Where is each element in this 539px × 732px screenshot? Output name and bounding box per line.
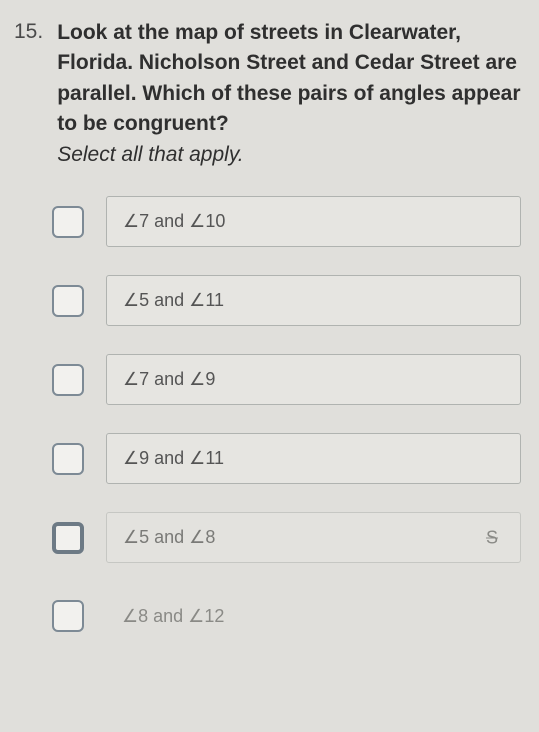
option-label-box[interactable]: ∠5 and ∠11 [106,275,521,326]
strike-icon: S [486,527,498,548]
option-row: ∠9 and ∠11 [52,433,521,484]
option-label-box[interactable]: ∠5 and ∠8 S [106,512,521,563]
checkbox[interactable] [52,285,84,317]
question-part-1: Look at the map of streets in Clearwater… [57,21,520,135]
checkbox[interactable] [52,206,84,238]
option-label: ∠5 and ∠11 [123,290,224,311]
checkbox[interactable] [52,522,84,554]
question-instruction: Select all that apply. [57,143,243,166]
option-row: ∠7 and ∠10 [52,196,521,247]
question-header: 15. Look at the map of streets in Clearw… [14,18,521,170]
option-label-box[interactable]: ∠7 and ∠10 [106,196,521,247]
option-label: ∠5 and ∠8 [123,527,215,548]
option-label: ∠7 and ∠9 [123,369,215,390]
option-row: ∠5 and ∠11 [52,275,521,326]
option-label-box[interactable]: ∠7 and ∠9 [106,354,521,405]
option-label-box[interactable]: ∠9 and ∠11 [106,433,521,484]
options-list: ∠7 and ∠10 ∠5 and ∠11 ∠7 and ∠9 ∠9 and ∠… [14,196,521,641]
checkbox[interactable] [52,364,84,396]
question-page: 15. Look at the map of streets in Clearw… [0,0,539,659]
option-label: ∠8 and ∠12 [122,606,224,627]
checkbox[interactable] [52,443,84,475]
option-row: ∠7 and ∠9 [52,354,521,405]
question-number: 15. [14,18,43,44]
option-row: ∠5 and ∠8 S [52,512,521,563]
checkbox[interactable] [52,600,84,632]
option-label: ∠7 and ∠10 [123,211,225,232]
option-row: ∠8 and ∠12 [52,591,521,641]
option-label-box[interactable]: ∠8 and ∠12 [106,591,521,641]
question-text: Look at the map of streets in Clearwater… [57,18,521,170]
option-label: ∠9 and ∠11 [123,448,224,469]
